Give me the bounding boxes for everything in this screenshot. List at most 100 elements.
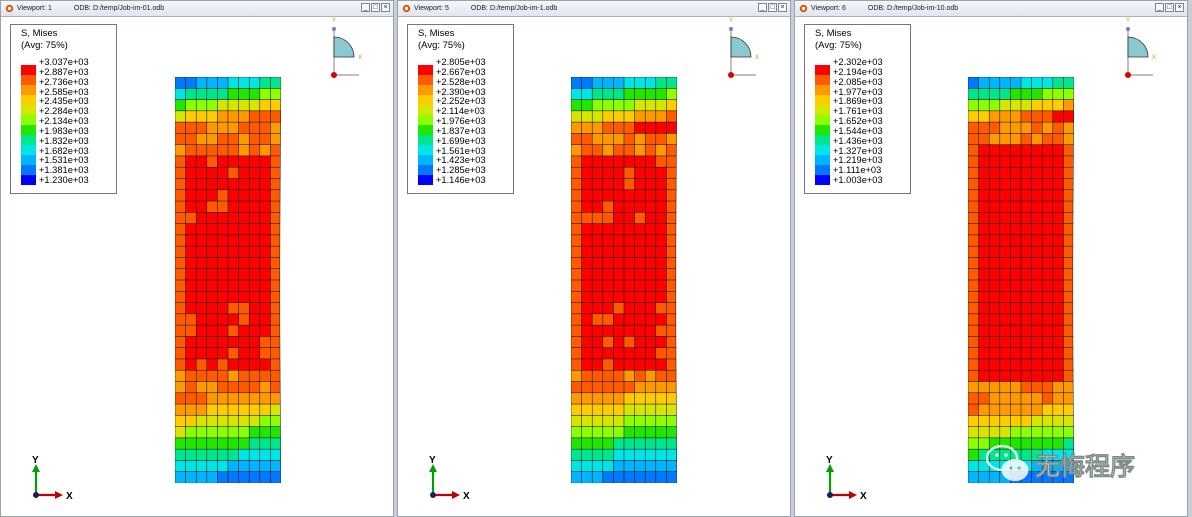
mesh-element xyxy=(655,223,667,236)
mesh-element xyxy=(206,212,218,225)
maximize-button[interactable]: □ xyxy=(371,3,380,12)
mesh-element xyxy=(1063,77,1074,89)
minimize-button[interactable]: _ xyxy=(361,3,370,12)
mesh-element xyxy=(175,99,187,112)
mesh-element xyxy=(999,426,1011,439)
mesh-element xyxy=(655,336,667,349)
maximize-button[interactable]: □ xyxy=(768,3,777,12)
mesh-element xyxy=(206,257,218,270)
mesh-element xyxy=(666,324,677,337)
mesh-element xyxy=(655,212,667,225)
mesh-element xyxy=(968,426,980,439)
mesh-element xyxy=(1041,268,1054,281)
viewport-5[interactable]: Viewport: 5 ODB: D:/temp/Job-im-1.odb _ … xyxy=(397,0,791,517)
mesh-element xyxy=(666,245,677,258)
mesh-element xyxy=(217,448,229,461)
mesh-element xyxy=(206,178,218,191)
mesh-element xyxy=(634,121,646,134)
mesh-element xyxy=(571,347,583,360)
mesh-element xyxy=(217,403,229,416)
viewport-1-titlebar[interactable]: Viewport: 1 ODB: D:/temp/Job-im-01.odb _… xyxy=(1,1,393,17)
legend-swatch xyxy=(418,95,433,105)
legend-values: +3.037e+03 +2.887e+03 +2.736e+03 +2.585e+03… xyxy=(39,57,89,186)
mesh-element xyxy=(206,358,218,371)
viewport-6[interactable]: Viewport: 6 ODB: D:/temp/Job-im-10.odb _… xyxy=(794,0,1188,517)
close-button[interactable]: × xyxy=(778,3,787,12)
mesh-element xyxy=(217,313,229,326)
mesh-element xyxy=(988,403,1001,416)
mesh-element xyxy=(1020,133,1033,146)
mesh-element xyxy=(206,369,218,382)
mesh-element xyxy=(1052,279,1064,292)
mesh-element xyxy=(602,110,614,123)
mesh-element xyxy=(1041,347,1054,360)
mesh-element xyxy=(1041,291,1054,304)
mesh-element xyxy=(613,437,625,450)
mesh-element xyxy=(175,302,187,315)
mesh-element xyxy=(602,279,614,292)
mesh-element xyxy=(978,200,990,213)
mesh-element xyxy=(999,347,1011,360)
legend-values: +2.805e+03 +2.667e+03 +2.528e+03 +2.390e+03… xyxy=(436,57,486,186)
mesh-element xyxy=(988,268,1001,281)
mesh-element xyxy=(185,245,197,258)
mesh-element xyxy=(978,166,990,179)
mesh-element xyxy=(581,166,593,179)
mesh-element xyxy=(623,302,636,315)
mesh-element xyxy=(591,426,604,439)
mesh-element xyxy=(227,347,240,360)
mesh-element xyxy=(1031,358,1043,371)
minimize-button[interactable]: _ xyxy=(1155,3,1164,12)
mesh-element xyxy=(988,234,1001,247)
mesh-element xyxy=(227,121,240,134)
mesh-element xyxy=(217,110,229,123)
mesh-element xyxy=(634,471,646,483)
mesh-element xyxy=(238,245,250,258)
viewport-5-titlebar[interactable]: Viewport: 5 ODB: D:/temp/Job-im-1.odb _ … xyxy=(398,1,790,17)
mesh-element xyxy=(270,200,281,213)
mesh-element xyxy=(1052,121,1064,134)
viewport-6-titlebar[interactable]: Viewport: 6 ODB: D:/temp/Job-im-10.odb _… xyxy=(795,1,1187,17)
mesh-element xyxy=(1031,77,1043,89)
svg-text:X: X xyxy=(755,55,759,61)
mesh-element xyxy=(613,302,625,315)
close-button[interactable]: × xyxy=(1175,3,1184,12)
mesh-element xyxy=(227,381,240,394)
mesh-element xyxy=(613,77,625,89)
legend-swatch xyxy=(21,115,36,125)
mesh-element xyxy=(591,110,604,123)
legend-value: +2.887e+03 xyxy=(39,66,89,77)
mesh-element xyxy=(613,313,625,326)
mesh-element xyxy=(175,257,187,270)
mesh-element xyxy=(227,460,240,473)
viewport-1[interactable]: Viewport: 1 ODB: D:/temp/Job-im-01.odb _… xyxy=(0,0,394,517)
mesh-element xyxy=(227,268,240,281)
mesh-element xyxy=(1031,88,1043,101)
mesh-element xyxy=(1041,133,1054,146)
mesh-element xyxy=(270,166,281,179)
mesh-element xyxy=(999,415,1011,428)
mesh-element xyxy=(634,144,646,157)
mesh-element xyxy=(591,381,604,394)
legend-swatch xyxy=(418,125,433,135)
mesh-element xyxy=(1020,110,1033,123)
maximize-button[interactable]: □ xyxy=(1165,3,1174,12)
minimize-button[interactable]: _ xyxy=(758,3,767,12)
legend-value: +1.436e+03 xyxy=(833,135,883,146)
mesh-element xyxy=(968,460,980,473)
mesh-element xyxy=(227,245,240,258)
mesh-element xyxy=(259,291,271,304)
mesh-element xyxy=(217,302,229,315)
mesh-element xyxy=(1041,369,1054,382)
mesh-element xyxy=(999,313,1011,326)
mesh-element xyxy=(634,133,646,146)
triad-x-label: X xyxy=(463,491,470,502)
mesh-element xyxy=(623,268,636,281)
mesh-element xyxy=(1010,302,1022,315)
mesh-element xyxy=(666,369,677,382)
mesh-element xyxy=(1010,279,1022,292)
mesh-element xyxy=(195,291,208,304)
close-button[interactable]: × xyxy=(381,3,390,12)
mesh-element xyxy=(259,448,271,461)
mesh-element xyxy=(1041,121,1054,134)
